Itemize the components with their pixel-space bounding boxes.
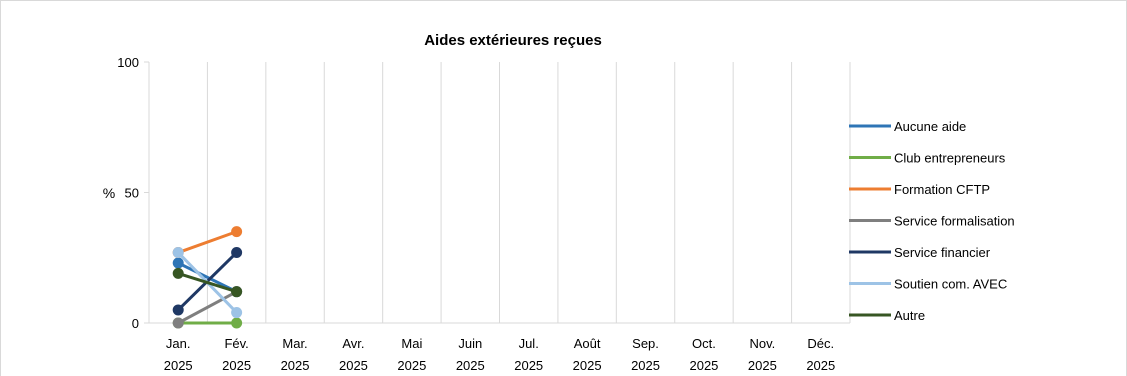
x-tick-label: 2025 xyxy=(339,358,368,373)
series-lines xyxy=(172,226,243,329)
x-tick-label: 2025 xyxy=(631,358,660,373)
legend-item: Autre xyxy=(849,308,925,323)
x-tick-label: 2025 xyxy=(573,358,602,373)
x-tick-label: Jul. xyxy=(519,336,539,351)
x-tick-label: 2025 xyxy=(806,358,835,373)
data-point xyxy=(231,247,243,259)
x-tick-label: Mar. xyxy=(282,336,307,351)
x-tick-label: Sep. xyxy=(632,336,659,351)
legend-item: Aucune aide xyxy=(849,119,966,134)
data-point xyxy=(231,286,243,298)
legend-item: Service financier xyxy=(849,245,991,260)
x-tick-label: 2025 xyxy=(689,358,718,373)
y-tick-label: 50 xyxy=(125,186,139,201)
x-tick-label: Nov. xyxy=(749,336,775,351)
legend: Aucune aide Club entrepreneurs Formation C… xyxy=(849,119,1015,323)
series xyxy=(172,267,243,298)
data-point xyxy=(172,267,184,279)
series-line xyxy=(177,230,238,254)
x-tick-label: Mai xyxy=(401,336,422,351)
y-tick-labels: 0 50 100 xyxy=(117,55,139,331)
chart-title: Aides extérieures reçues xyxy=(424,32,602,49)
x-tick-label: Fév. xyxy=(224,336,248,351)
x-tick-label: 2025 xyxy=(222,358,251,373)
gridlines xyxy=(206,62,851,323)
legend-label: Formation CFTP xyxy=(894,182,990,197)
data-point xyxy=(231,226,243,238)
legend-label: Service financier xyxy=(894,245,991,260)
data-point xyxy=(231,307,243,319)
legend-label: Club entrepreneurs xyxy=(894,151,1006,166)
legend-label: Service formalisation xyxy=(894,214,1015,229)
x-tick-label: Avr. xyxy=(342,336,364,351)
legend-label: Autre xyxy=(894,308,925,323)
y-tick-label: 100 xyxy=(117,55,139,70)
legend-item: Soutien com. AVEC xyxy=(849,277,1007,292)
y-tick-label: 0 xyxy=(132,316,139,331)
x-tick-label: 2025 xyxy=(164,358,193,373)
legend-item: Service formalisation xyxy=(849,214,1015,229)
x-tick-labels: Jan. 2025 Fév. 2025 Mar. 2025 Avr. 2025 Mai 2025 J… xyxy=(164,336,836,373)
series-line xyxy=(177,271,238,294)
legend-item: Formation CFTP xyxy=(849,182,990,197)
x-tick-label: Juin xyxy=(458,336,482,351)
axes xyxy=(144,61,850,324)
data-point xyxy=(172,317,184,329)
legend-item: Club entrepreneurs xyxy=(849,151,1006,166)
x-tick-label: 2025 xyxy=(281,358,310,373)
series-line xyxy=(177,290,238,325)
x-tick-label: 2025 xyxy=(456,358,485,373)
legend-label: Aucune aide xyxy=(894,119,966,134)
x-tick-label: 2025 xyxy=(514,358,543,373)
y-axis-label: % xyxy=(103,185,115,201)
x-tick-label: Déc. xyxy=(807,336,834,351)
legend-label: Soutien com. AVEC xyxy=(894,277,1007,292)
data-point xyxy=(172,257,184,269)
x-tick-label: Oct. xyxy=(692,336,716,351)
x-tick-label: Août xyxy=(574,336,601,351)
series-line xyxy=(177,261,238,294)
x-tick-label: Jan. xyxy=(166,336,191,351)
data-point xyxy=(172,247,184,259)
data-point xyxy=(172,304,184,316)
data-point xyxy=(231,317,243,329)
x-tick-label: 2025 xyxy=(397,358,426,373)
x-tick-label: 2025 xyxy=(748,358,777,373)
